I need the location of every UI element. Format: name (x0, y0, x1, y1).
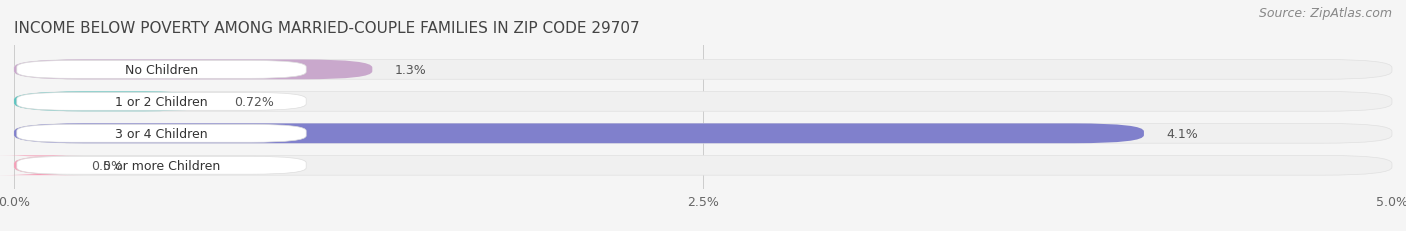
FancyBboxPatch shape (17, 157, 307, 174)
Text: 1.3%: 1.3% (394, 64, 426, 76)
FancyBboxPatch shape (14, 92, 1392, 112)
Text: 0.72%: 0.72% (235, 95, 274, 108)
FancyBboxPatch shape (14, 60, 1392, 80)
FancyBboxPatch shape (14, 124, 1392, 144)
Text: 0.0%: 0.0% (91, 159, 124, 172)
FancyBboxPatch shape (17, 93, 307, 111)
FancyBboxPatch shape (14, 60, 373, 80)
Text: No Children: No Children (125, 64, 198, 76)
FancyBboxPatch shape (0, 156, 83, 175)
Text: Source: ZipAtlas.com: Source: ZipAtlas.com (1258, 7, 1392, 20)
Text: 3 or 4 Children: 3 or 4 Children (115, 127, 208, 140)
FancyBboxPatch shape (14, 156, 1392, 175)
Text: 1 or 2 Children: 1 or 2 Children (115, 95, 208, 108)
FancyBboxPatch shape (14, 124, 1144, 144)
Text: INCOME BELOW POVERTY AMONG MARRIED-COUPLE FAMILIES IN ZIP CODE 29707: INCOME BELOW POVERTY AMONG MARRIED-COUPL… (14, 20, 640, 35)
Text: 5 or more Children: 5 or more Children (103, 159, 221, 172)
FancyBboxPatch shape (17, 61, 307, 79)
FancyBboxPatch shape (17, 125, 307, 143)
FancyBboxPatch shape (14, 92, 212, 112)
Text: 4.1%: 4.1% (1166, 127, 1198, 140)
